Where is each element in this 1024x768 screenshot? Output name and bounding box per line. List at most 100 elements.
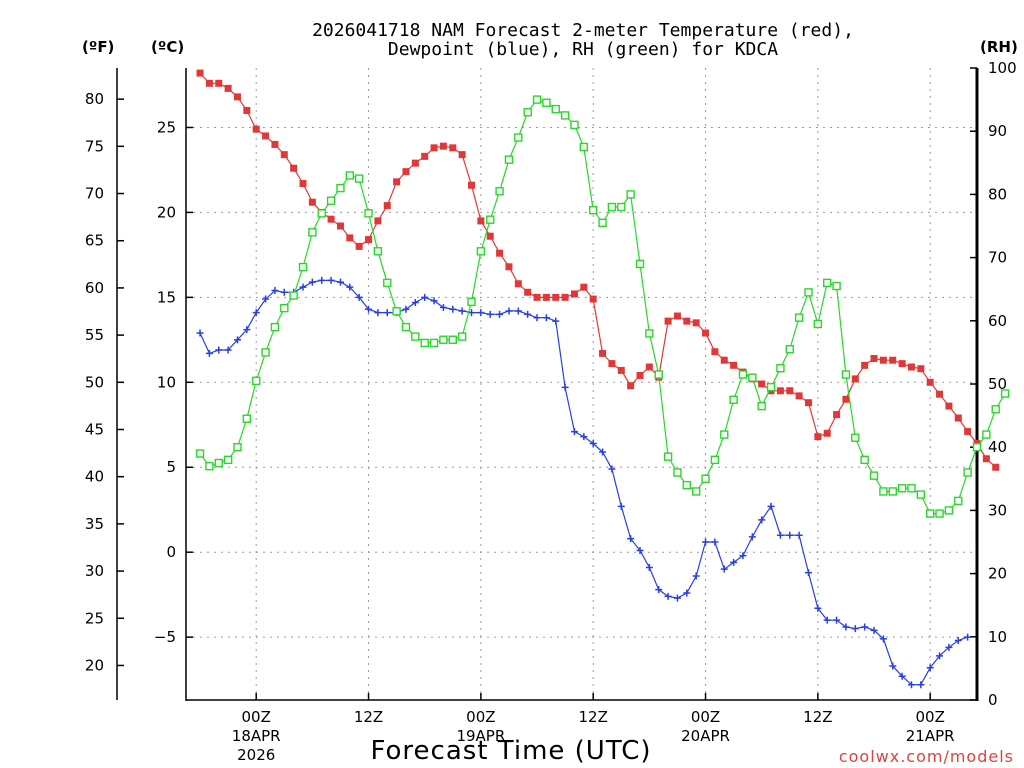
axes: 20 25 30 35 40 45 50 55 60 65 70 75 80 −5 0 5 10 15 20 25 0 1… xyxy=(85,59,1017,764)
rh-tick-label-2: 20 xyxy=(988,565,1007,583)
temp-point-68 xyxy=(833,411,841,419)
dewpoint-point-79 xyxy=(936,652,944,660)
temp-point-32 xyxy=(496,249,504,257)
dewpoint-point-46 xyxy=(627,535,635,543)
temp-point-43 xyxy=(599,349,607,357)
temp-point-22 xyxy=(402,168,410,176)
dewpoint-point-39 xyxy=(561,383,569,391)
temp-point-44 xyxy=(608,360,616,368)
temp-point-72 xyxy=(870,355,878,363)
dewpoint-point-47 xyxy=(636,546,644,554)
rh-point-85 xyxy=(991,405,1000,414)
rh-point-86 xyxy=(1000,389,1010,398)
rh-point-56 xyxy=(720,430,729,439)
dewpoint-point-63 xyxy=(786,531,794,539)
dewpoint-point-59 xyxy=(748,533,756,541)
dewpoint-point-56 xyxy=(720,565,728,573)
rh-point-37 xyxy=(542,98,551,107)
rh-point-49 xyxy=(654,370,663,379)
dewpoint-point-9 xyxy=(280,288,288,296)
temp-point-33 xyxy=(505,263,513,271)
rh-tick-label-4: 40 xyxy=(988,438,1007,456)
c-tick-label-5: 20 xyxy=(157,203,176,221)
f-tick-label-9: 65 xyxy=(85,232,104,250)
temp-point-8 xyxy=(271,140,279,148)
x-tick-label-6: 00Z xyxy=(916,708,945,726)
rh-point-43 xyxy=(598,218,607,228)
dewpoint-point-74 xyxy=(889,662,897,670)
dewpoint-point-45 xyxy=(617,502,625,510)
temp-point-20 xyxy=(383,202,391,210)
dewpoint-point-1 xyxy=(205,349,213,357)
rh-point-40 xyxy=(570,120,579,130)
rh-point-26 xyxy=(439,335,448,344)
rh-point-30 xyxy=(476,247,486,256)
x-axis-label: Forecast Time (UTC) xyxy=(370,736,651,766)
x-tick-label-2: 00Z xyxy=(466,708,495,726)
rh-point-18 xyxy=(364,209,373,218)
rh-point-11 xyxy=(298,262,308,272)
temp-point-31 xyxy=(486,232,494,240)
dewpoint-point-69 xyxy=(842,623,850,631)
temp-point-76 xyxy=(907,363,915,371)
rh-point-9 xyxy=(280,303,289,313)
rh-point-19 xyxy=(373,247,383,256)
rh-point-13 xyxy=(317,209,326,218)
temp-point-67 xyxy=(823,429,831,437)
x-tick-date-6: 21APR xyxy=(906,727,955,745)
x-tick-label-5: 12Z xyxy=(803,708,832,726)
rh-tick-label-9: 90 xyxy=(988,122,1007,140)
rh-point-72 xyxy=(869,471,879,480)
dewpoint-point-37 xyxy=(542,314,550,322)
rh-point-82 xyxy=(963,468,972,477)
dewpoint-point-22 xyxy=(402,305,410,313)
rh-point-45 xyxy=(617,202,626,212)
rh-point-17 xyxy=(354,174,364,183)
c-tick-label-0: −5 xyxy=(154,628,176,646)
temp-point-85 xyxy=(992,463,1000,471)
dewpoint-point-52 xyxy=(683,589,691,597)
x-tick-date-4: 20APR xyxy=(681,727,730,745)
temp-point-11 xyxy=(299,180,307,188)
rh-point-62 xyxy=(776,364,785,373)
rh-point-57 xyxy=(729,395,738,404)
dewpoint-point-33 xyxy=(505,307,513,315)
c-tick-label-3: 10 xyxy=(157,373,176,391)
temp-point-63 xyxy=(786,387,794,395)
dewpoint-point-28 xyxy=(458,307,466,315)
temp-point-48 xyxy=(645,363,653,371)
rh-point-66 xyxy=(813,319,823,329)
rh-point-59 xyxy=(748,373,757,382)
rh-point-38 xyxy=(551,104,560,114)
rh-point-29 xyxy=(467,297,476,307)
dewpoint-point-31 xyxy=(486,310,494,318)
temp-point-3 xyxy=(224,84,232,92)
rh-point-70 xyxy=(851,433,860,442)
rh-point-79 xyxy=(935,509,944,518)
dewpoint-point-27 xyxy=(449,305,457,313)
dewpoint-point-41 xyxy=(580,433,588,441)
dewpoint-point-34 xyxy=(514,307,522,315)
temp-point-41 xyxy=(580,283,588,291)
temp-point-84 xyxy=(982,455,990,463)
temp-point-40 xyxy=(570,290,578,298)
x-tick-date-2: 19APR xyxy=(456,727,505,745)
rh-point-8 xyxy=(270,322,280,332)
temp-point-64 xyxy=(795,392,803,400)
c-tick-label-2: 5 xyxy=(166,458,176,476)
x-tick-label-4: 00Z xyxy=(691,708,720,726)
rh-point-54 xyxy=(701,474,710,483)
temp-point-12 xyxy=(308,198,316,206)
dewpoint-point-81 xyxy=(954,637,962,645)
temp-point-28 xyxy=(458,151,466,159)
dewpoint-point-66 xyxy=(814,604,822,612)
temp-point-71 xyxy=(861,361,869,369)
c-tick-label-1: 0 xyxy=(166,543,176,561)
rh-point-34 xyxy=(514,133,523,142)
dewpoint-point-64 xyxy=(795,531,803,539)
temp-point-4 xyxy=(233,93,241,101)
temp-point-14 xyxy=(327,215,335,223)
dewpoint-point-14 xyxy=(327,276,335,284)
rh-point-39 xyxy=(560,111,570,120)
rh-tick-label-7: 70 xyxy=(988,249,1007,267)
